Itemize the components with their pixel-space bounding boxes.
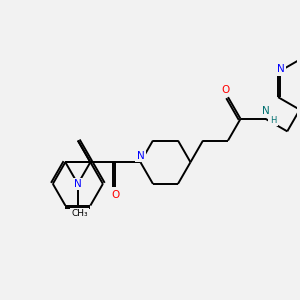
- Text: N: N: [277, 64, 285, 74]
- Text: O: O: [111, 190, 119, 200]
- Text: N: N: [136, 151, 144, 161]
- Text: N: N: [74, 179, 82, 189]
- Text: O: O: [221, 85, 229, 95]
- Text: CH₃: CH₃: [71, 209, 88, 218]
- Text: N: N: [262, 106, 269, 116]
- Text: H: H: [270, 116, 276, 125]
